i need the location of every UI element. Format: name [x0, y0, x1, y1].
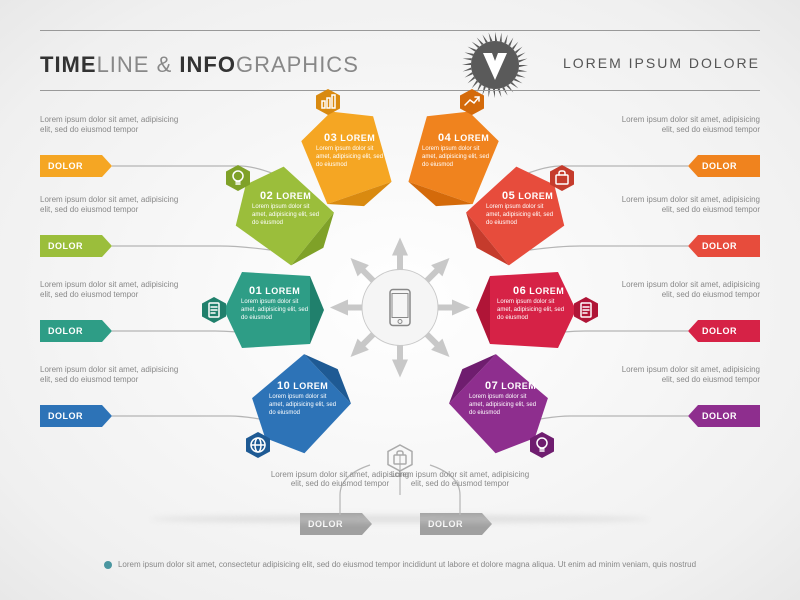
petal-05: 05 LOREM Lorem ipsum dolor sit amet, adi… — [464, 162, 570, 268]
tag-label: DOLOR — [48, 161, 83, 171]
bottom-desc: Lorem ipsum dolor sit amet, adipisicing … — [385, 470, 535, 488]
trend-icon — [457, 87, 487, 117]
subtitle: LOREM IPSUM DOLORE — [563, 55, 760, 71]
side-desc: Lorem ipsum dolor sit amet, adipisicing … — [620, 115, 760, 136]
tag-label: DOLOR — [48, 326, 83, 336]
petal-10: 10 LOREM Lorem ipsum dolor sit amet, adi… — [247, 352, 353, 458]
petal-text: Lorem ipsum dolor sit amet, adipisicing … — [497, 299, 567, 322]
petal-label: 05 LOREM — [502, 190, 553, 202]
side-tag: DOLOR — [688, 405, 760, 427]
title-part: GRAPHICS — [236, 52, 359, 77]
petal-07: 07 LOREM Lorem ipsum dolor sit amet, adi… — [447, 352, 553, 458]
side-tag: DOLOR — [40, 235, 112, 257]
footer-dot-icon — [104, 561, 112, 569]
petal-label: 06 LOREM — [513, 285, 564, 297]
footer-text: Lorem ipsum dolor sit amet, consectetur … — [118, 560, 696, 569]
tag-label: DOLOR — [702, 411, 737, 421]
side-desc: Lorem ipsum dolor sit amet, adipisicing … — [40, 195, 180, 216]
side-tag: DOLOR — [688, 235, 760, 257]
petal-01: 01 LOREM Lorem ipsum dolor sit amet, adi… — [219, 257, 325, 363]
chart-icon — [313, 87, 343, 117]
side-desc: Lorem ipsum dolor sit amet, adipisicing … — [40, 280, 180, 301]
side-desc: Lorem ipsum dolor sit amet, adipisicing … — [620, 365, 760, 386]
side-desc: Lorem ipsum dolor sit amet, adipisicing … — [620, 280, 760, 301]
petal-label: 02 LOREM — [260, 190, 311, 202]
briefcase-icon — [547, 163, 577, 193]
petal-text: Lorem ipsum dolor sit amet, adipisicing … — [269, 394, 339, 417]
bulb-icon — [527, 430, 557, 460]
side-tag: DOLOR — [688, 320, 760, 342]
petal-label: 01 LOREM — [249, 285, 300, 297]
petal-text: Lorem ipsum dolor sit amet, adipisicing … — [469, 394, 539, 417]
briefcase-icon — [385, 443, 415, 473]
side-tag: DOLOR — [40, 405, 112, 427]
doc-icon — [199, 295, 229, 325]
bulb-icon — [223, 163, 253, 193]
header: TIMELINE & INFOGRAPHICS LOREM IPSUM DOLO… — [40, 40, 760, 90]
side-tag: DOLOR — [40, 155, 112, 177]
rule-header-bottom — [40, 90, 760, 91]
side-desc: Lorem ipsum dolor sit amet, adipisicing … — [40, 115, 180, 136]
title-part: TIME — [40, 52, 97, 77]
petal-label: 03 LOREM — [324, 132, 375, 144]
tag-label: DOLOR — [702, 161, 737, 171]
side-tag: DOLOR — [688, 155, 760, 177]
side-desc: Lorem ipsum dolor sit amet, adipisicing … — [40, 365, 180, 386]
doc-icon — [571, 295, 601, 325]
tag-label: DOLOR — [702, 241, 737, 251]
side-desc: Lorem ipsum dolor sit amet, adipisicing … — [620, 195, 760, 216]
petal-text: Lorem ipsum dolor sit amet, adipisicing … — [241, 299, 311, 322]
shadow — [150, 515, 650, 523]
petal-label: 10 LOREM — [277, 380, 328, 392]
tag-label: DOLOR — [702, 326, 737, 336]
title-part: & — [149, 52, 179, 77]
petal-text: Lorem ipsum dolor sit amet, adipisicing … — [252, 204, 322, 227]
footer: Lorem ipsum dolor sit amet, consectetur … — [100, 560, 700, 569]
petal-06: 06 LOREM Lorem ipsum dolor sit amet, adi… — [475, 257, 581, 363]
petal-label: 07 LOREM — [485, 380, 536, 392]
tag-label: DOLOR — [48, 411, 83, 421]
title-part: LINE — [97, 52, 150, 77]
petal-02: 02 LOREM Lorem ipsum dolor sit amet, adi… — [230, 162, 336, 268]
page-title: TIMELINE & INFOGRAPHICS — [40, 52, 359, 78]
tag-label: DOLOR — [48, 241, 83, 251]
globe-icon — [243, 430, 273, 460]
infographic-stage: 03 LOREM Lorem ipsum dolor sit amet, adi… — [0, 95, 800, 535]
side-tag: DOLOR — [40, 320, 112, 342]
rule-top — [40, 30, 760, 31]
petal-label: 04 LOREM — [438, 132, 489, 144]
petal-text: Lorem ipsum dolor sit amet, adipisicing … — [486, 204, 556, 227]
title-part: INFO — [179, 52, 236, 77]
